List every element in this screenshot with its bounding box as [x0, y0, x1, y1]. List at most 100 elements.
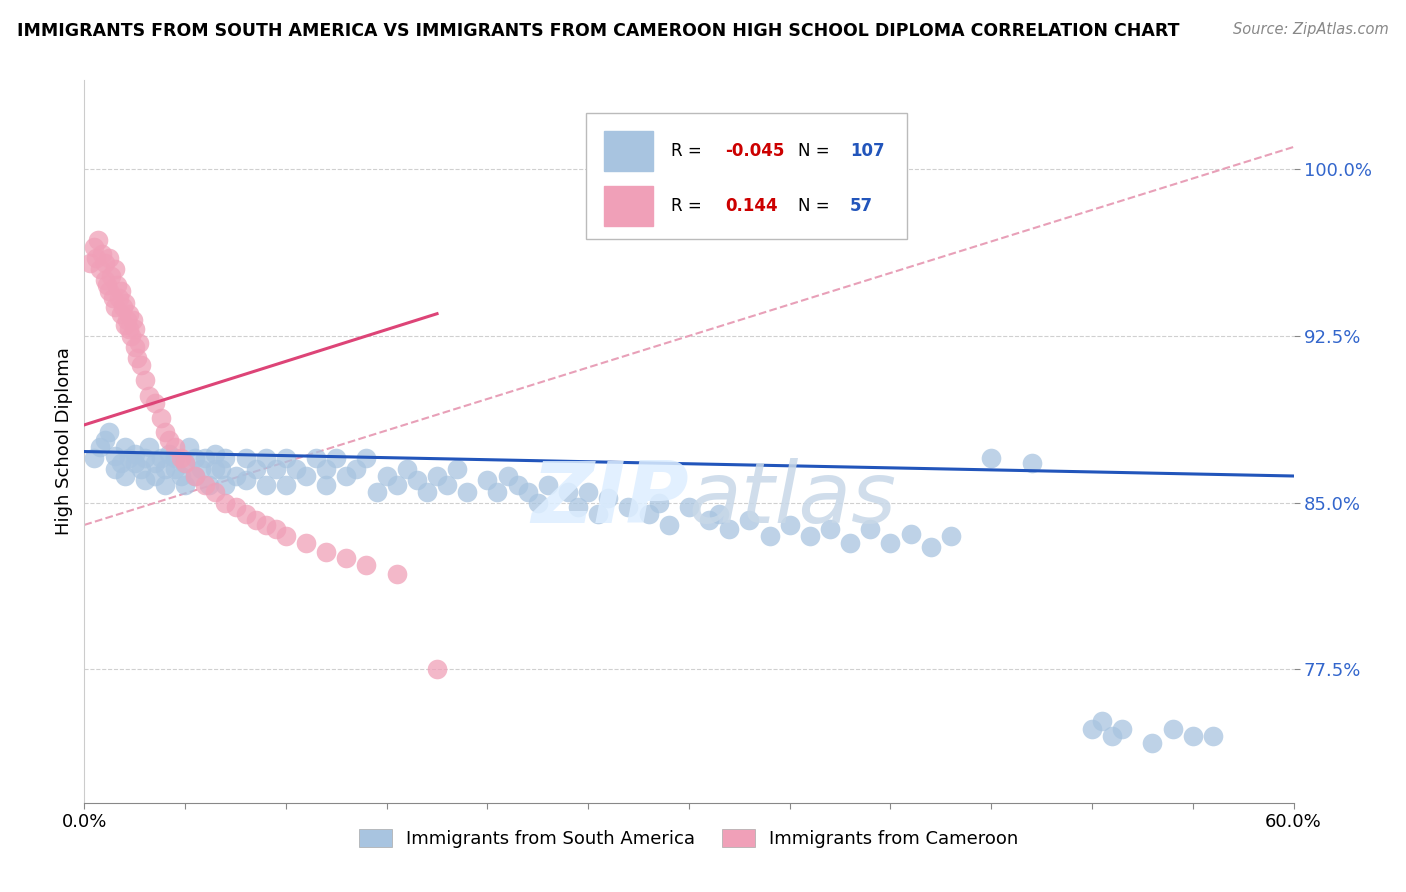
Point: [335, 469, 357, 483]
Point: [104, 449, 127, 463]
Point: [225, 500, 247, 515]
Point: [315, 462, 337, 476]
Point: [104, 262, 127, 277]
Point: [194, 478, 217, 492]
FancyBboxPatch shape: [605, 186, 652, 227]
Point: [153, 462, 176, 476]
Text: IMMIGRANTS FROM SOUTH AMERICA VS IMMIGRANTS FROM CAMEROON HIGH SCHOOL DIPLOMA CO: IMMIGRANTS FROM SOUTH AMERICA VS IMMIGRA…: [17, 22, 1180, 40]
Point: [143, 469, 166, 483]
Point: [129, 462, 152, 476]
Point: [567, 500, 589, 515]
Point: [79, 255, 101, 269]
Text: 0.144: 0.144: [725, 197, 778, 215]
Point: [1101, 729, 1123, 743]
Point: [738, 513, 761, 527]
Point: [204, 484, 226, 499]
Point: [114, 295, 136, 310]
Point: [93, 434, 115, 448]
Point: [124, 340, 146, 354]
Point: [120, 329, 142, 343]
Point: [1081, 723, 1104, 737]
Point: [385, 566, 408, 581]
Point: [1111, 723, 1133, 737]
Point: [225, 469, 247, 483]
Point: [588, 507, 610, 521]
Point: [96, 277, 118, 292]
Point: [385, 478, 408, 492]
Point: [274, 478, 297, 492]
Point: [335, 551, 357, 566]
Point: [134, 451, 156, 466]
Point: [315, 478, 337, 492]
Point: [758, 529, 780, 543]
Point: [134, 474, 156, 488]
Point: [264, 462, 287, 476]
Point: [245, 462, 267, 476]
Point: [165, 451, 187, 466]
Point: [859, 522, 882, 536]
Point: [356, 451, 378, 466]
Point: [214, 478, 236, 492]
Point: [235, 451, 257, 466]
Text: atlas: atlas: [689, 458, 897, 541]
Point: [91, 246, 114, 260]
Point: [111, 300, 134, 314]
Point: [284, 462, 308, 476]
Text: R =: R =: [671, 142, 707, 160]
Point: [204, 462, 226, 476]
Point: [446, 462, 468, 476]
Point: [839, 535, 862, 549]
Point: [184, 469, 207, 483]
FancyBboxPatch shape: [605, 131, 652, 170]
Point: [537, 478, 560, 492]
Point: [346, 462, 368, 476]
Point: [658, 517, 681, 532]
Point: [107, 291, 129, 305]
Point: [83, 451, 105, 466]
Text: N =: N =: [797, 197, 835, 215]
Point: [97, 425, 120, 439]
Text: ZIP: ZIP: [531, 458, 689, 541]
Point: [426, 662, 449, 676]
Point: [184, 469, 207, 483]
Point: [900, 526, 922, 541]
Point: [557, 484, 579, 499]
Point: [1091, 714, 1114, 728]
Point: [124, 322, 146, 336]
Point: [295, 469, 318, 483]
Point: [124, 447, 146, 461]
Point: [980, 451, 1002, 466]
Point: [375, 469, 398, 483]
Point: [818, 522, 841, 536]
Point: [1181, 729, 1204, 743]
Point: [697, 513, 720, 527]
Point: [115, 313, 138, 327]
Point: [264, 522, 287, 536]
Point: [235, 507, 257, 521]
Point: [879, 535, 901, 549]
Point: [118, 451, 141, 466]
Point: [305, 451, 328, 466]
Point: [114, 469, 136, 483]
Point: [124, 456, 146, 470]
Text: 107: 107: [849, 142, 884, 160]
Point: [1142, 736, 1164, 750]
Point: [138, 440, 160, 454]
Point: [274, 451, 297, 466]
Point: [110, 307, 132, 321]
Point: [87, 233, 110, 247]
Point: [153, 425, 176, 439]
Point: [100, 268, 122, 283]
Point: [939, 529, 962, 543]
Point: [194, 451, 217, 466]
Point: [1161, 723, 1184, 737]
Point: [214, 451, 236, 466]
FancyBboxPatch shape: [586, 112, 907, 239]
Point: [209, 462, 232, 476]
Point: [598, 491, 620, 506]
Point: [118, 307, 141, 321]
Point: [678, 500, 700, 515]
Point: [129, 358, 152, 372]
Point: [356, 558, 378, 572]
Text: -0.045: -0.045: [725, 142, 785, 160]
